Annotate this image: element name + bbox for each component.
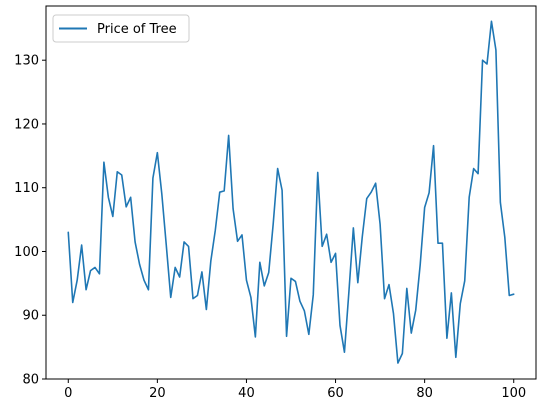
y-tick-label: 120	[14, 117, 39, 132]
x-tick-label: 0	[64, 386, 72, 401]
y-axis: 80 90 100 110 120 130	[14, 54, 46, 388]
series-layer	[67, 20, 515, 364]
plot-frame	[45, 5, 537, 380]
legend-box	[52, 14, 190, 43]
x-tick-label: 80	[416, 386, 433, 401]
y-tick-label: 80	[22, 373, 39, 388]
y-tick-label: 100	[14, 245, 39, 260]
y-tick-label: 90	[22, 309, 39, 324]
x-tick-label: 40	[238, 386, 255, 401]
y-tick-label: 130	[14, 54, 39, 69]
x-axis: 0 20 40 60 80 100	[64, 379, 526, 401]
series-line	[67, 20, 515, 364]
x-tick-label: 100	[501, 386, 526, 401]
x-tick-label: 60	[327, 386, 344, 401]
x-tick-label: 20	[149, 386, 166, 401]
plot-area	[45, 5, 537, 380]
y-tick-label: 110	[14, 181, 39, 196]
legend: Price of Tree	[52, 14, 190, 43]
legend-label: Price of Tree	[97, 22, 177, 37]
